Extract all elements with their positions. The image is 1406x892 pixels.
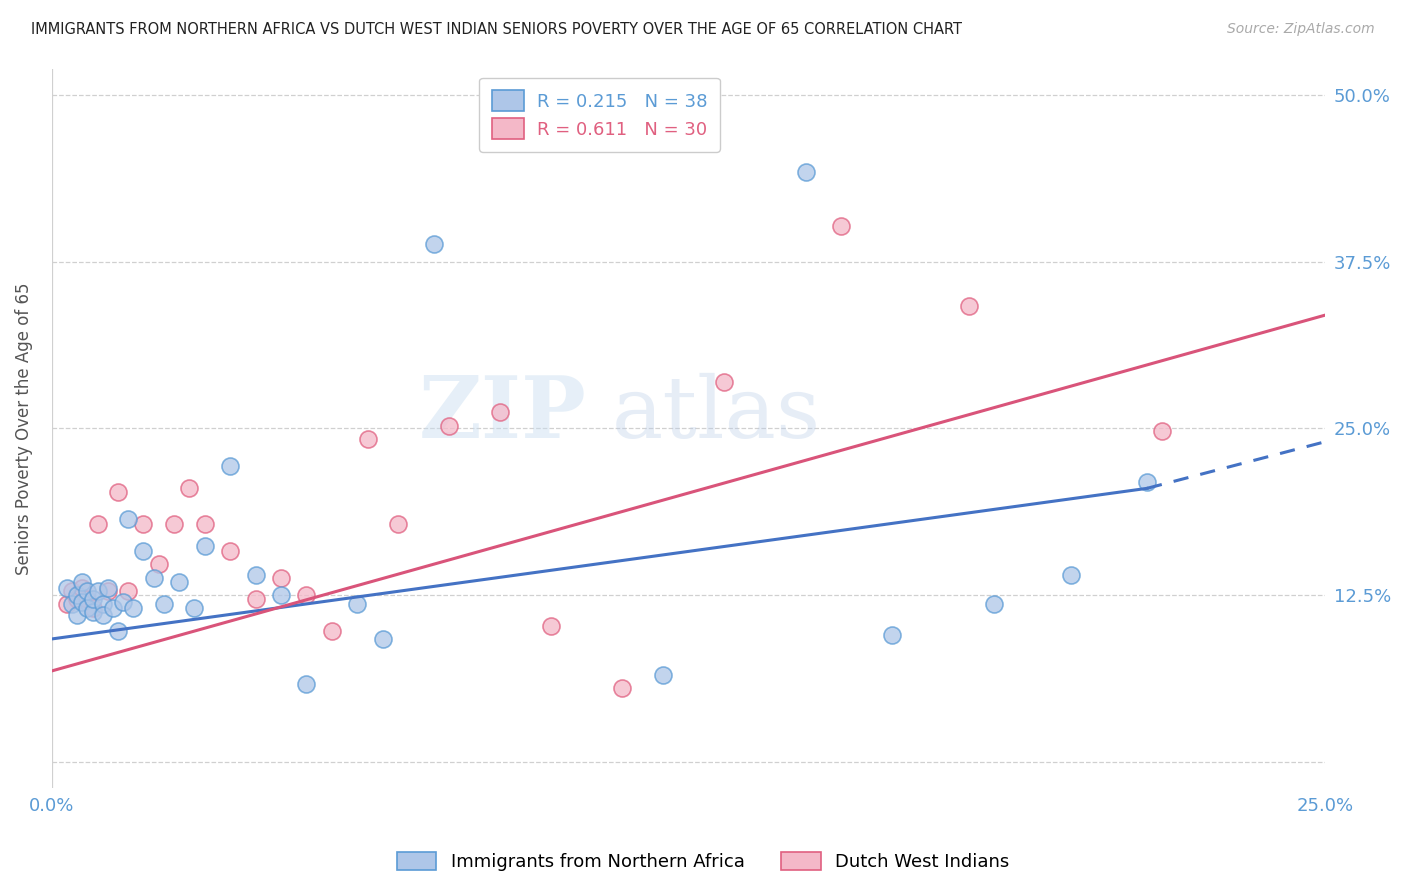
Point: [107, 624, 129, 638]
Point: [97, 584, 120, 599]
Point: [612, 681, 634, 696]
Point: [66, 591, 89, 606]
Point: [112, 594, 135, 608]
Point: [148, 558, 170, 572]
Point: [76, 591, 98, 606]
Point: [82, 605, 104, 619]
Point: [179, 481, 201, 495]
Point: [60, 597, 83, 611]
Point: [219, 544, 242, 558]
Legend: Immigrants from Northern Africa, Dutch West Indians: Immigrants from Northern Africa, Dutch W…: [389, 845, 1017, 879]
Point: [76, 584, 98, 599]
Point: [167, 574, 190, 589]
Point: [270, 571, 292, 585]
Point: [117, 512, 139, 526]
Point: [72, 574, 94, 589]
Point: [142, 571, 165, 585]
Point: [101, 601, 124, 615]
Point: [1059, 568, 1081, 582]
Point: [66, 607, 89, 622]
Point: [295, 677, 318, 691]
Point: [183, 601, 205, 615]
Point: [60, 584, 83, 599]
Point: [107, 485, 129, 500]
Point: [82, 601, 104, 615]
Point: [270, 588, 292, 602]
Point: [957, 299, 980, 313]
Point: [72, 582, 94, 596]
Point: [794, 165, 817, 179]
Point: [86, 584, 108, 599]
Point: [713, 375, 735, 389]
Point: [76, 601, 98, 615]
Point: [245, 568, 267, 582]
Point: [56, 597, 79, 611]
Point: [86, 517, 108, 532]
Point: [91, 607, 114, 622]
Point: [132, 544, 155, 558]
Point: [983, 597, 1005, 611]
Point: [194, 539, 217, 553]
Point: [122, 601, 145, 615]
Point: [56, 582, 79, 596]
Text: IMMIGRANTS FROM NORTHERN AFRICA VS DUTCH WEST INDIAN SENIORS POVERTY OVER THE AG: IMMIGRANTS FROM NORTHERN AFRICA VS DUTCH…: [31, 22, 962, 37]
Point: [387, 517, 409, 532]
Point: [356, 432, 378, 446]
Point: [540, 618, 562, 632]
Point: [66, 588, 89, 602]
Point: [1152, 424, 1174, 438]
Point: [194, 517, 217, 532]
Point: [652, 668, 675, 682]
Text: atlas: atlas: [612, 372, 821, 456]
Text: ZIP: ZIP: [419, 372, 586, 456]
Point: [371, 632, 394, 646]
Point: [423, 237, 446, 252]
Point: [117, 584, 139, 599]
Point: [245, 591, 267, 606]
Point: [1136, 475, 1159, 489]
Point: [132, 517, 155, 532]
Y-axis label: Seniors Poverty Over the Age of 65: Seniors Poverty Over the Age of 65: [15, 282, 32, 574]
Legend: R = 0.215   N = 38, R = 0.611   N = 30: R = 0.215 N = 38, R = 0.611 N = 30: [479, 78, 720, 152]
Point: [437, 418, 460, 433]
Point: [489, 405, 512, 419]
Text: Source: ZipAtlas.com: Source: ZipAtlas.com: [1227, 22, 1375, 37]
Point: [321, 624, 343, 638]
Point: [163, 517, 186, 532]
Point: [82, 591, 104, 606]
Point: [346, 597, 368, 611]
Point: [72, 594, 94, 608]
Point: [830, 219, 852, 233]
Point: [97, 582, 120, 596]
Point: [91, 597, 114, 611]
Point: [882, 628, 904, 642]
Point: [153, 597, 176, 611]
Point: [295, 588, 318, 602]
Point: [219, 458, 242, 473]
